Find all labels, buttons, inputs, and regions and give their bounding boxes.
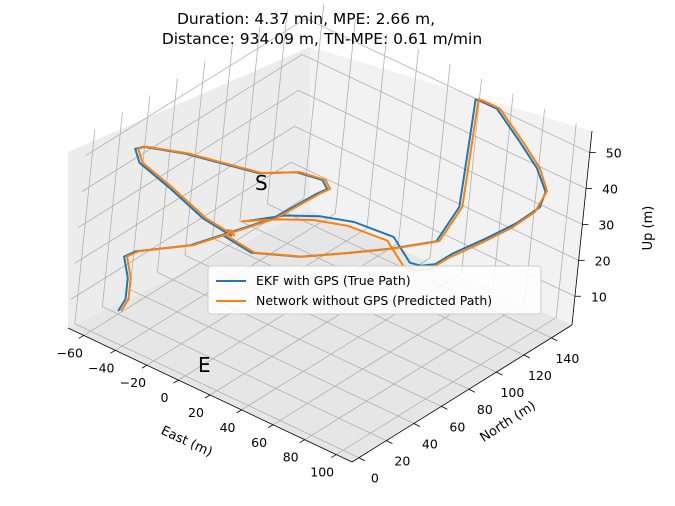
- grid-line-y-floor: [102, 306, 387, 441]
- chart-title-line1: Duration: 4.37 min, MPE: 2.66 m,: [177, 10, 435, 28]
- x-tick-label: −60: [57, 345, 83, 360]
- x-tick-label: −40: [88, 360, 114, 375]
- z-axis-label: Up (m): [641, 206, 656, 251]
- z-tick-label: 50: [606, 146, 622, 161]
- grid-line-y-wall: [184, 61, 206, 256]
- grid-line-y-wall: [211, 44, 233, 239]
- y-tick-mark: [551, 337, 558, 342]
- grid-line-x-wall: [429, 63, 451, 259]
- z-tick-label: 40: [602, 181, 618, 196]
- series-layer: [117, 98, 548, 312]
- x-tick-label: 40: [220, 420, 236, 435]
- y-tick-mark: [358, 457, 366, 462]
- x-tick-label: 60: [251, 435, 267, 450]
- x-tick-mark: [299, 439, 305, 444]
- y-tick-label: 80: [477, 402, 493, 417]
- grid-line-y-wall: [239, 26, 261, 222]
- grid-line-x-wall: [461, 78, 482, 273]
- y-axis-line: [351, 324, 573, 463]
- x-tick-mark: [173, 379, 179, 384]
- grid-line-y-floor: [157, 271, 442, 407]
- y-tick-label: 40: [422, 436, 438, 451]
- grid-line-z-left: [74, 125, 295, 264]
- x-axis-label: East (m): [158, 423, 214, 460]
- legend-label-true-path: EKF with GPS (True Path): [256, 273, 411, 288]
- y-tick-mark: [523, 354, 531, 359]
- x-tick-mark: [331, 454, 337, 458]
- legend-box: [207, 265, 542, 315]
- grid-line-y-wall: [129, 95, 151, 290]
- y-tick-mark: [386, 440, 393, 444]
- grid-line-z-right: [298, 90, 583, 225]
- z-tick-label: 10: [591, 289, 607, 304]
- end-marker: E: [198, 353, 211, 377]
- x-tick-label: 100: [310, 465, 334, 480]
- grid-line-y-wall: [156, 78, 178, 273]
- y-tick-mark: [441, 405, 448, 410]
- grid-line-z-right: [294, 125, 579, 261]
- z-tick-label: 30: [598, 217, 614, 232]
- start-marker: S: [255, 171, 268, 195]
- x-tick-label: 20: [188, 405, 204, 420]
- grid-line-z-left: [70, 161, 292, 300]
- y-tick-label: 120: [528, 368, 552, 383]
- grid-line-z-left: [78, 90, 299, 228]
- y-tick-mark: [496, 371, 503, 376]
- y-tick-label: 100: [500, 385, 524, 400]
- grid-line-z-right: [305, 18, 590, 153]
- x-tick-mark: [141, 364, 148, 369]
- grid-line-z-left: [85, 18, 306, 156]
- grid-line-y-wall: [101, 112, 123, 307]
- grid-line-x-floor: [336, 317, 557, 455]
- x-tick-label: −20: [120, 375, 146, 390]
- legend: EKF with GPS (True Path) Network without…: [207, 265, 542, 315]
- x-tick-mark: [267, 424, 274, 429]
- grid-line-y-wall: [74, 129, 96, 324]
- chart-title-line2: Distance: 934.09 m, TN-MPE: 0.61 m/min: [162, 30, 482, 48]
- grid-line-z-left: [81, 54, 303, 192]
- x-tick-label: 80: [283, 450, 299, 465]
- grid-line-x-wall: [555, 123, 577, 318]
- grid-line-x-floor: [304, 302, 525, 441]
- grid-line-y-wall: [266, 9, 288, 204]
- y-tick-label: 20: [394, 454, 410, 469]
- x-tick-mark: [236, 409, 242, 414]
- z-tick-label: 20: [595, 253, 611, 268]
- x-tick-mark: [78, 335, 84, 339]
- y-tick-label: 0: [371, 471, 379, 486]
- y-tick-mark: [413, 423, 421, 427]
- grid-line-y-floor: [129, 289, 415, 424]
- y-tick-label: 60: [449, 419, 465, 434]
- grid-line-x-wall: [334, 19, 356, 214]
- x-tick-mark: [110, 349, 116, 354]
- z-axis-line: [571, 130, 593, 326]
- x-tick-mark: [204, 394, 211, 399]
- legend-label-predicted-path: Network without GPS (Predicted Path): [256, 293, 492, 308]
- grid-line-y-floor: [74, 323, 360, 459]
- x-tick-label: 0: [160, 390, 168, 405]
- grid-line-x-wall: [398, 49, 419, 244]
- pane-back-right: [310, 47, 592, 325]
- grid-line-x-wall: [366, 34, 388, 229]
- y-tick-mark: [468, 388, 476, 393]
- pane-back-left: [68, 47, 310, 328]
- series-predicted-path-line: [120, 98, 548, 312]
- grid-line-x-wall: [303, 4, 325, 199]
- y-tick-label: 140: [555, 351, 579, 366]
